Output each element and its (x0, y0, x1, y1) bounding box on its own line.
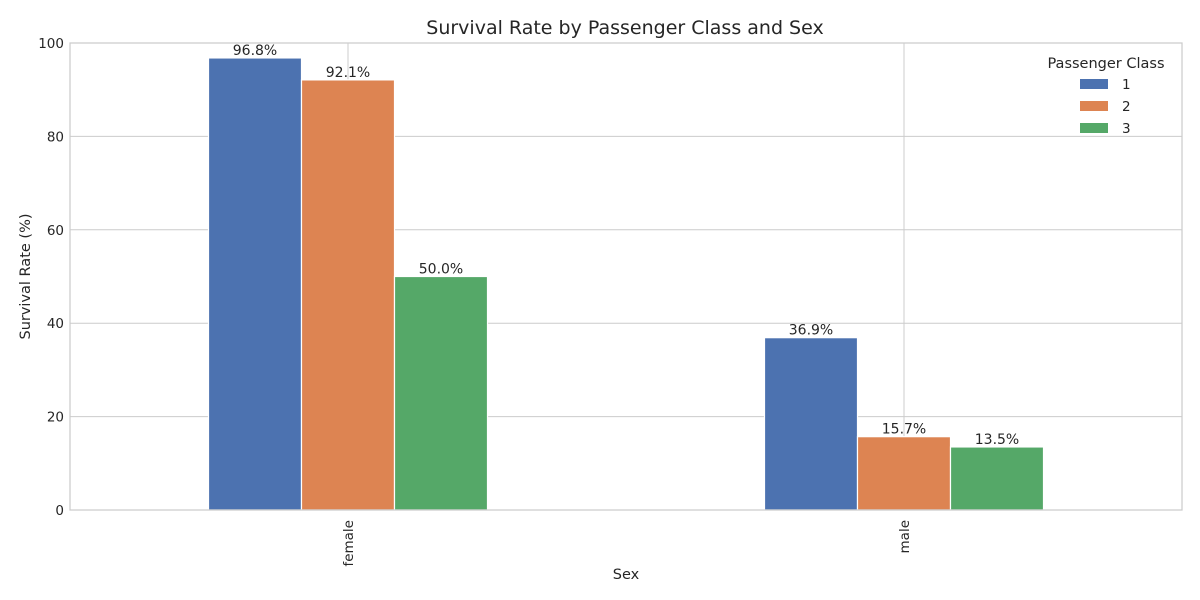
y-tick-label: 0 (55, 503, 64, 519)
chart-title: Survival Rate by Passenger Class and Sex (426, 17, 823, 39)
y-tick-label: 40 (47, 316, 64, 332)
x-tick-label: male (897, 520, 913, 553)
bar (300, 79, 396, 511)
legend-swatch (1080, 101, 1108, 111)
bar (207, 57, 303, 511)
bar-value-label: 50.0% (419, 262, 463, 278)
bar (949, 446, 1045, 511)
bar-value-label: 96.8% (233, 43, 277, 59)
y-tick-label: 60 (47, 223, 64, 239)
legend-label: 3 (1122, 121, 1131, 137)
legend-swatch (1080, 79, 1108, 89)
x-tick-labels: female male (341, 520, 913, 567)
y-tick-label: 80 (47, 129, 64, 145)
legend-label: 2 (1122, 99, 1131, 115)
bar-value-label: 15.7% (882, 422, 926, 438)
plot-frame (69, 42, 1183, 511)
bar-value-label: 92.1% (326, 65, 370, 81)
x-tick-label: female (341, 520, 357, 567)
bar (763, 337, 859, 511)
legend-title: Passenger Class (1047, 56, 1164, 72)
y-tick-label: 100 (38, 36, 64, 52)
bar-group: 96.8% 36.9% 92.1% 15.7% 50.0% 13.5% (207, 43, 1045, 511)
y-tick-label: 20 (47, 410, 64, 426)
legend-swatch (1080, 123, 1108, 133)
x-axis-label: Sex (613, 567, 640, 583)
legend-label: 1 (1122, 77, 1131, 93)
bar (393, 275, 489, 511)
y-axis-label: Survival Rate (%) (18, 213, 34, 339)
bar-value-label: 36.9% (789, 323, 833, 339)
bar-value-label: 13.5% (975, 432, 1019, 448)
legend: Passenger Class 1 2 3 (1047, 56, 1164, 137)
y-tick-labels: 0 20 40 60 80 100 (38, 36, 64, 519)
bar (856, 436, 952, 511)
